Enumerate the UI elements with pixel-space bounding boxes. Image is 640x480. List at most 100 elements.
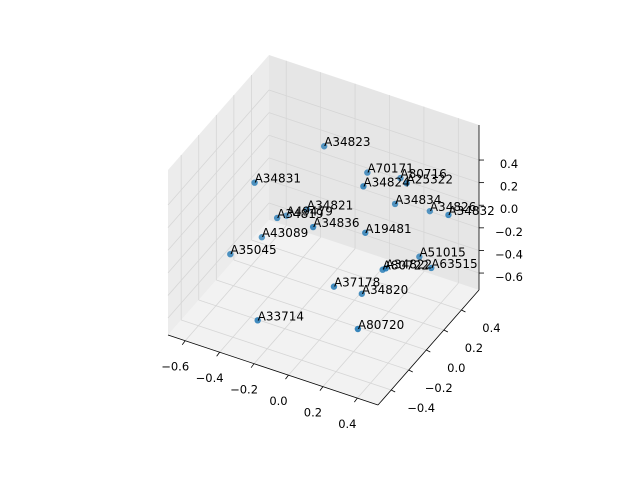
- grid-line: [198, 299, 409, 371]
- point: [362, 229, 369, 236]
- point-label: A43089: [262, 226, 308, 240]
- point: [445, 211, 452, 219]
- tick-mark: [319, 386, 324, 391]
- z-tick-label: 0.4: [500, 157, 518, 171]
- point-label: A25322: [407, 172, 453, 186]
- z-tick-label: −0.6: [495, 270, 523, 284]
- y-axis-line: [377, 289, 480, 406]
- pane: [269, 55, 479, 290]
- point-label: A35045: [230, 243, 276, 257]
- grid-line: [322, 271, 425, 387]
- point-label: A51015: [419, 246, 465, 260]
- point: [382, 265, 389, 272]
- point: [309, 223, 317, 231]
- point-label: A34832: [448, 204, 494, 218]
- z-tick-label: 0.0: [500, 202, 518, 216]
- point-label: A34824: [363, 175, 409, 189]
- tick-mark: [216, 351, 220, 357]
- x-tick-label: −0.2: [230, 383, 258, 397]
- y-tick-label: 0.0: [447, 361, 465, 375]
- grid-line: [268, 134, 480, 206]
- point-label: A80722: [383, 259, 429, 273]
- point-label: A33714: [258, 309, 304, 323]
- point: [227, 250, 234, 258]
- point-label: A80720: [358, 318, 404, 332]
- point-label: A49479: [286, 205, 332, 219]
- point: [358, 290, 366, 297]
- point-label: A70171: [367, 162, 413, 176]
- tick-mark: [426, 349, 431, 353]
- grid-line: [268, 202, 480, 274]
- grid-line: [167, 157, 270, 274]
- grid-line: [251, 239, 462, 311]
- grid-line: [357, 282, 459, 399]
- pane: [168, 220, 479, 405]
- grid-line: [288, 259, 390, 376]
- grid-line: [253, 248, 356, 364]
- tick-mark: [390, 389, 396, 393]
- point: [397, 174, 404, 182]
- point-label: A34822: [386, 257, 432, 271]
- z-tick-label: −0.4: [495, 247, 523, 261]
- grid-line: [219, 236, 321, 353]
- x-tick-label: 0.0: [269, 394, 287, 408]
- grid-line: [268, 89, 480, 161]
- tick-mark: [443, 329, 449, 333]
- point-label: A34820: [362, 283, 408, 297]
- pane: [168, 55, 269, 335]
- grid-line: [216, 279, 427, 351]
- point: [258, 234, 266, 241]
- grid-line: [167, 134, 270, 251]
- grid-line: [268, 157, 480, 229]
- grid-line: [167, 112, 270, 228]
- tick-mark: [461, 309, 466, 313]
- grid-line: [167, 89, 270, 206]
- point: [254, 317, 261, 324]
- tick-mark: [250, 363, 255, 368]
- point: [273, 214, 281, 222]
- y-tick-label: −0.2: [425, 381, 453, 395]
- y-tick-label: −0.4: [407, 401, 435, 415]
- grid-line: [167, 180, 270, 296]
- point-label: A34834: [395, 193, 441, 207]
- tick-mark: [285, 374, 289, 380]
- point-label: A63515: [431, 257, 477, 271]
- point: [428, 264, 435, 272]
- z-tick-label: 0.2: [500, 180, 518, 194]
- point: [364, 169, 371, 176]
- point: [426, 207, 434, 215]
- point-label: A34823: [324, 135, 370, 149]
- point: [354, 325, 362, 333]
- tick-mark: [408, 369, 413, 373]
- x-tick-label: 0.2: [304, 406, 322, 420]
- x-axis-line: [167, 334, 379, 406]
- point: [403, 180, 410, 187]
- tick-mark: [181, 340, 186, 345]
- point: [416, 253, 423, 260]
- z-tick-label: −0.2: [495, 225, 523, 239]
- point-label: A34831: [255, 172, 301, 186]
- grid-line: [184, 225, 287, 342]
- point-label: A34826: [430, 200, 476, 214]
- point-label: A34821: [307, 198, 353, 212]
- grid-line: [167, 202, 270, 319]
- y-tick-label: 0.2: [465, 341, 483, 355]
- point: [330, 283, 338, 290]
- point-label: A34836: [313, 216, 359, 230]
- point-label: A34819: [277, 207, 323, 221]
- point: [283, 212, 290, 219]
- point-label: A37178: [334, 276, 380, 290]
- grid-line: [181, 319, 392, 391]
- grid-line: [268, 180, 480, 251]
- point-label: A80716: [400, 167, 446, 181]
- x-tick-label: −0.4: [196, 371, 224, 385]
- point-label: A19481: [365, 222, 411, 236]
- grid-line: [268, 112, 480, 184]
- grid-line: [233, 259, 444, 331]
- point: [303, 206, 311, 213]
- point: [360, 183, 367, 190]
- x-tick-label: −0.6: [161, 360, 189, 374]
- point: [320, 143, 328, 150]
- y-tick-label: 0.4: [482, 321, 500, 335]
